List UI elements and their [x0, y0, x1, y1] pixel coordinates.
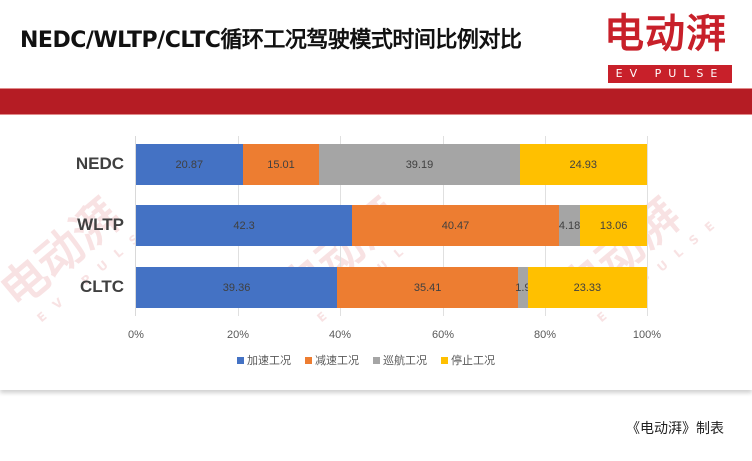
gridline	[647, 136, 648, 316]
y-axis-line	[135, 136, 136, 316]
legend-swatch-icon	[237, 356, 244, 364]
category-label: CLTC	[79, 277, 124, 296]
bar-segment: 35.41	[337, 267, 519, 308]
x-tick-label: 80%	[533, 329, 557, 341]
bar-segment: 39.19	[319, 144, 520, 185]
brand-logo: 电动湃 EV PULSE	[604, 6, 734, 86]
x-tick-label: 60%	[431, 329, 455, 341]
bar-segment: 1.9	[515, 267, 531, 308]
legend-label: 减速工况	[315, 354, 359, 367]
x-tick-label: 100%	[632, 329, 662, 341]
bar-nedc: 20.87 15.01 39.19 24.93	[136, 144, 647, 185]
legend-swatch-icon	[305, 356, 312, 364]
category-label: WLTP	[77, 215, 124, 234]
category-label: NEDC	[75, 154, 124, 173]
bar-segment: 24.93	[519, 144, 647, 185]
x-tick-label: 40%	[328, 329, 352, 341]
legend-swatch-icon	[441, 356, 448, 364]
logo-english-text: EV PULSE	[608, 65, 732, 83]
bar-segment: 42.3	[136, 205, 353, 246]
logo-chinese-text: 电动湃	[604, 11, 727, 57]
credit-text: 《电动湃》制表	[626, 421, 724, 437]
legend-label: 巡航工况	[383, 354, 427, 367]
legend-swatch-icon	[373, 356, 380, 364]
bar-cltc: 39.36 35.41 1.9 23.33	[136, 267, 647, 308]
bar-segment: 40.47	[352, 205, 559, 246]
legend-item: 减速工况	[305, 352, 359, 368]
legend-item: 加速工况	[237, 352, 291, 368]
x-tick-label: 0%	[128, 329, 144, 341]
legend-item: 停止工况	[441, 352, 495, 368]
bar-segment: 39.36	[136, 267, 338, 308]
legend-item: 巡航工况	[373, 352, 427, 368]
x-tick-label: 20%	[226, 329, 250, 341]
bar-wltp: 42.3 40.47 4.18 13.06	[136, 205, 647, 246]
legend-label: 停止工况	[451, 354, 495, 367]
bar-segment: 15.01	[242, 144, 320, 185]
legend-label: 加速工况	[247, 354, 291, 367]
page-title: NEDC/WLTP/CLTC循环工况驾驶模式时间比例对比	[20, 28, 522, 53]
header-divider-band	[0, 88, 752, 115]
bar-segment: 13.06	[580, 205, 647, 246]
bar-segment: 4.18	[559, 205, 580, 246]
legend: 加速工况 减速工况 巡航工况 停止工况	[237, 352, 495, 368]
bar-segment: 23.33	[527, 267, 647, 308]
bar-segment: 20.87	[136, 144, 243, 185]
